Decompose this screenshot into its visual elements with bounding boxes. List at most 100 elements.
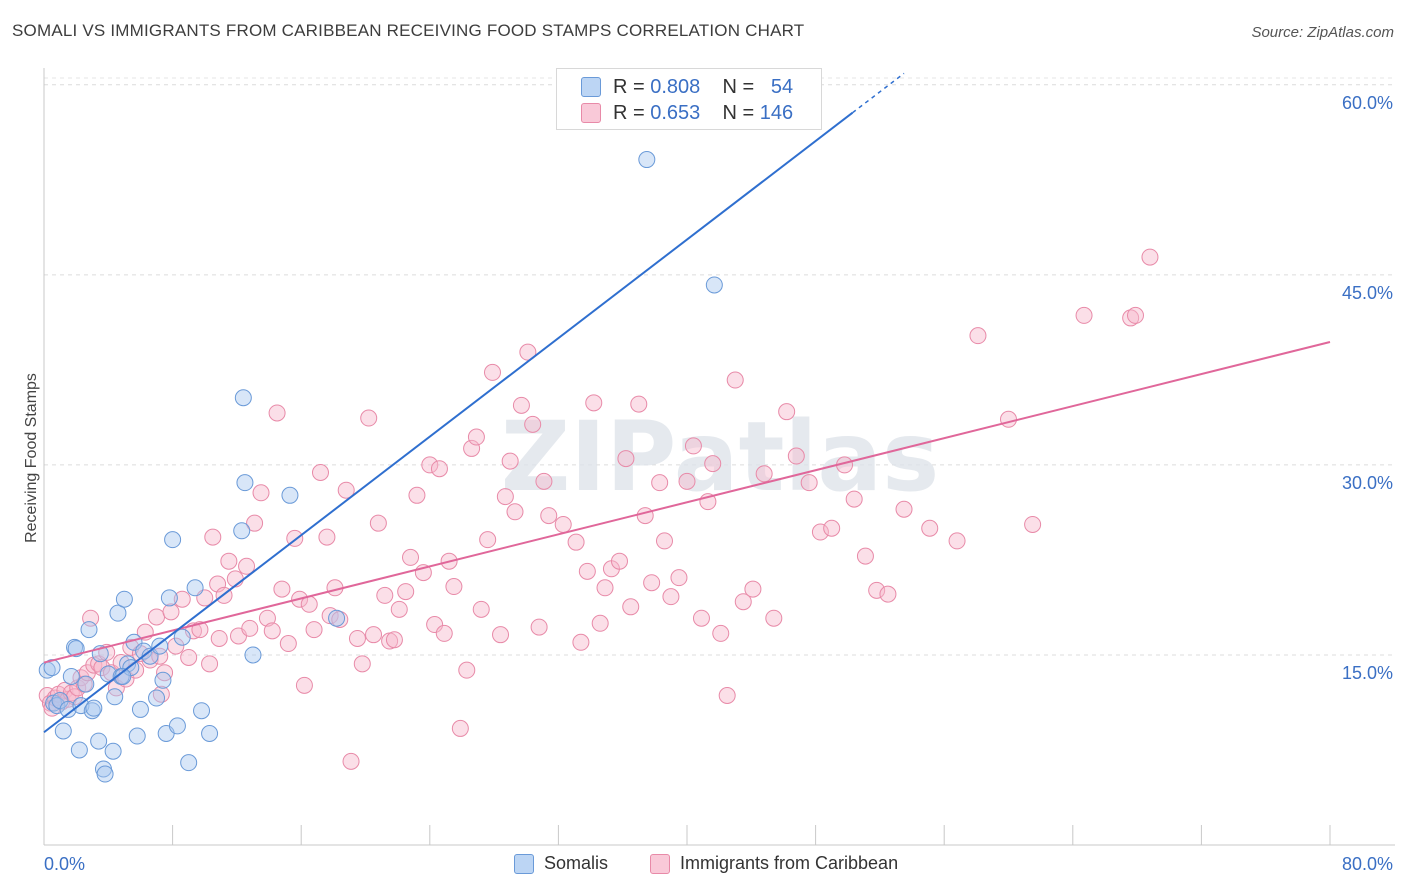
somali-point bbox=[80, 621, 98, 639]
somali-point bbox=[180, 754, 198, 772]
carib-point bbox=[630, 395, 648, 413]
carib-point bbox=[643, 574, 661, 592]
somali-point bbox=[151, 637, 169, 655]
carib-point bbox=[622, 598, 640, 616]
somali-point bbox=[173, 628, 191, 646]
carib-point bbox=[279, 635, 297, 653]
carib-point bbox=[93, 659, 111, 677]
carib-point bbox=[512, 396, 530, 414]
somali-point bbox=[186, 579, 204, 597]
carib-point bbox=[811, 523, 829, 541]
legend-label-caribbean: Immigrants from Caribbean bbox=[680, 853, 899, 873]
carib-point bbox=[540, 507, 558, 525]
carib-point bbox=[467, 428, 485, 446]
carib-point bbox=[519, 343, 537, 361]
carib-point bbox=[800, 474, 818, 492]
carib-point bbox=[1024, 515, 1042, 533]
somali-point bbox=[83, 702, 101, 720]
carib-swatch bbox=[650, 854, 670, 874]
x-tick-label: 80.0% bbox=[1342, 854, 1393, 874]
carib-point bbox=[402, 548, 420, 566]
tick-labels: 15.0% 30.0% 45.0% 60.0% 0.0% 80.0% bbox=[44, 93, 1393, 874]
somali-point bbox=[104, 742, 122, 760]
somali-point bbox=[109, 604, 127, 622]
carib-point bbox=[585, 394, 603, 412]
carib-point bbox=[712, 624, 730, 642]
somali-point bbox=[131, 700, 149, 718]
carib-point bbox=[501, 452, 519, 470]
carib-point bbox=[856, 547, 874, 565]
carib-point bbox=[151, 647, 169, 665]
carib-point bbox=[704, 455, 722, 473]
carib-point bbox=[921, 519, 939, 537]
carib-point bbox=[435, 624, 453, 642]
carib-point bbox=[305, 621, 323, 639]
carib-point bbox=[1122, 309, 1140, 327]
somali-point bbox=[59, 700, 77, 718]
somali-point bbox=[201, 725, 219, 743]
carib-point bbox=[173, 590, 191, 608]
somali-point bbox=[236, 474, 254, 492]
carib-point bbox=[112, 654, 130, 672]
carib-point bbox=[295, 676, 313, 694]
carib-point bbox=[596, 579, 614, 597]
carib-point bbox=[787, 447, 805, 465]
carib-point bbox=[744, 580, 762, 598]
legend-r-value: 0.808 bbox=[650, 76, 701, 98]
carib-point bbox=[610, 552, 628, 570]
carib-point bbox=[463, 439, 481, 457]
somali-point bbox=[160, 589, 178, 607]
legend-n-label: N = bbox=[722, 76, 760, 98]
trend-lines bbox=[43, 72, 1331, 734]
carib-point bbox=[263, 622, 281, 640]
somali-point bbox=[148, 689, 166, 707]
source-label: Source: ZipAtlas.com bbox=[1251, 24, 1394, 41]
carib-point bbox=[148, 608, 166, 626]
somali-trend-extension bbox=[852, 72, 905, 114]
somali-point bbox=[85, 699, 103, 717]
carib-point bbox=[1075, 306, 1093, 324]
carib-point bbox=[385, 631, 403, 649]
legend-r-value: 0.653 bbox=[650, 102, 701, 124]
carib-point bbox=[530, 618, 548, 636]
carib-point bbox=[238, 557, 256, 575]
carib-point bbox=[496, 488, 514, 506]
carib-point bbox=[252, 484, 270, 502]
carib-point bbox=[246, 514, 264, 532]
somali-point bbox=[168, 717, 186, 735]
carib-point bbox=[655, 532, 673, 550]
carib-point bbox=[117, 670, 135, 688]
carib-point bbox=[726, 371, 744, 389]
chart-title: SOMALI VS IMMIGRANTS FROM CARIBBEAN RECE… bbox=[12, 21, 805, 40]
carib-trend-line bbox=[43, 341, 1331, 664]
correlation-legend: R = 0.808 N = 54 R = 0.653 N = 146 bbox=[556, 68, 822, 130]
carib-point bbox=[360, 409, 378, 427]
carib-point bbox=[162, 603, 180, 621]
somali-swatch bbox=[514, 854, 534, 874]
carib-point bbox=[376, 586, 394, 604]
legend-n-value: 54 bbox=[770, 76, 794, 98]
legend-label-somalis: Somalis bbox=[544, 853, 609, 873]
carib-point bbox=[311, 464, 329, 482]
somali-point bbox=[54, 722, 72, 740]
somali-point bbox=[62, 667, 80, 685]
carib-point bbox=[337, 481, 355, 499]
carib-point bbox=[578, 562, 596, 580]
carib-swatch bbox=[581, 103, 601, 123]
carib-point bbox=[220, 552, 238, 570]
watermark: ZIPatlas bbox=[501, 401, 940, 513]
carib-point bbox=[241, 619, 259, 637]
carib-point bbox=[483, 363, 501, 381]
somali-point bbox=[234, 389, 252, 407]
somali-point bbox=[164, 531, 182, 549]
carib-point bbox=[684, 437, 702, 455]
carib-point bbox=[318, 528, 336, 546]
carib-point bbox=[365, 626, 383, 644]
carib-point bbox=[122, 638, 140, 656]
carib-point bbox=[718, 686, 736, 704]
carib-point bbox=[524, 415, 542, 433]
carib-point bbox=[948, 532, 966, 550]
carib-point bbox=[369, 514, 387, 532]
carib-point bbox=[472, 600, 490, 618]
